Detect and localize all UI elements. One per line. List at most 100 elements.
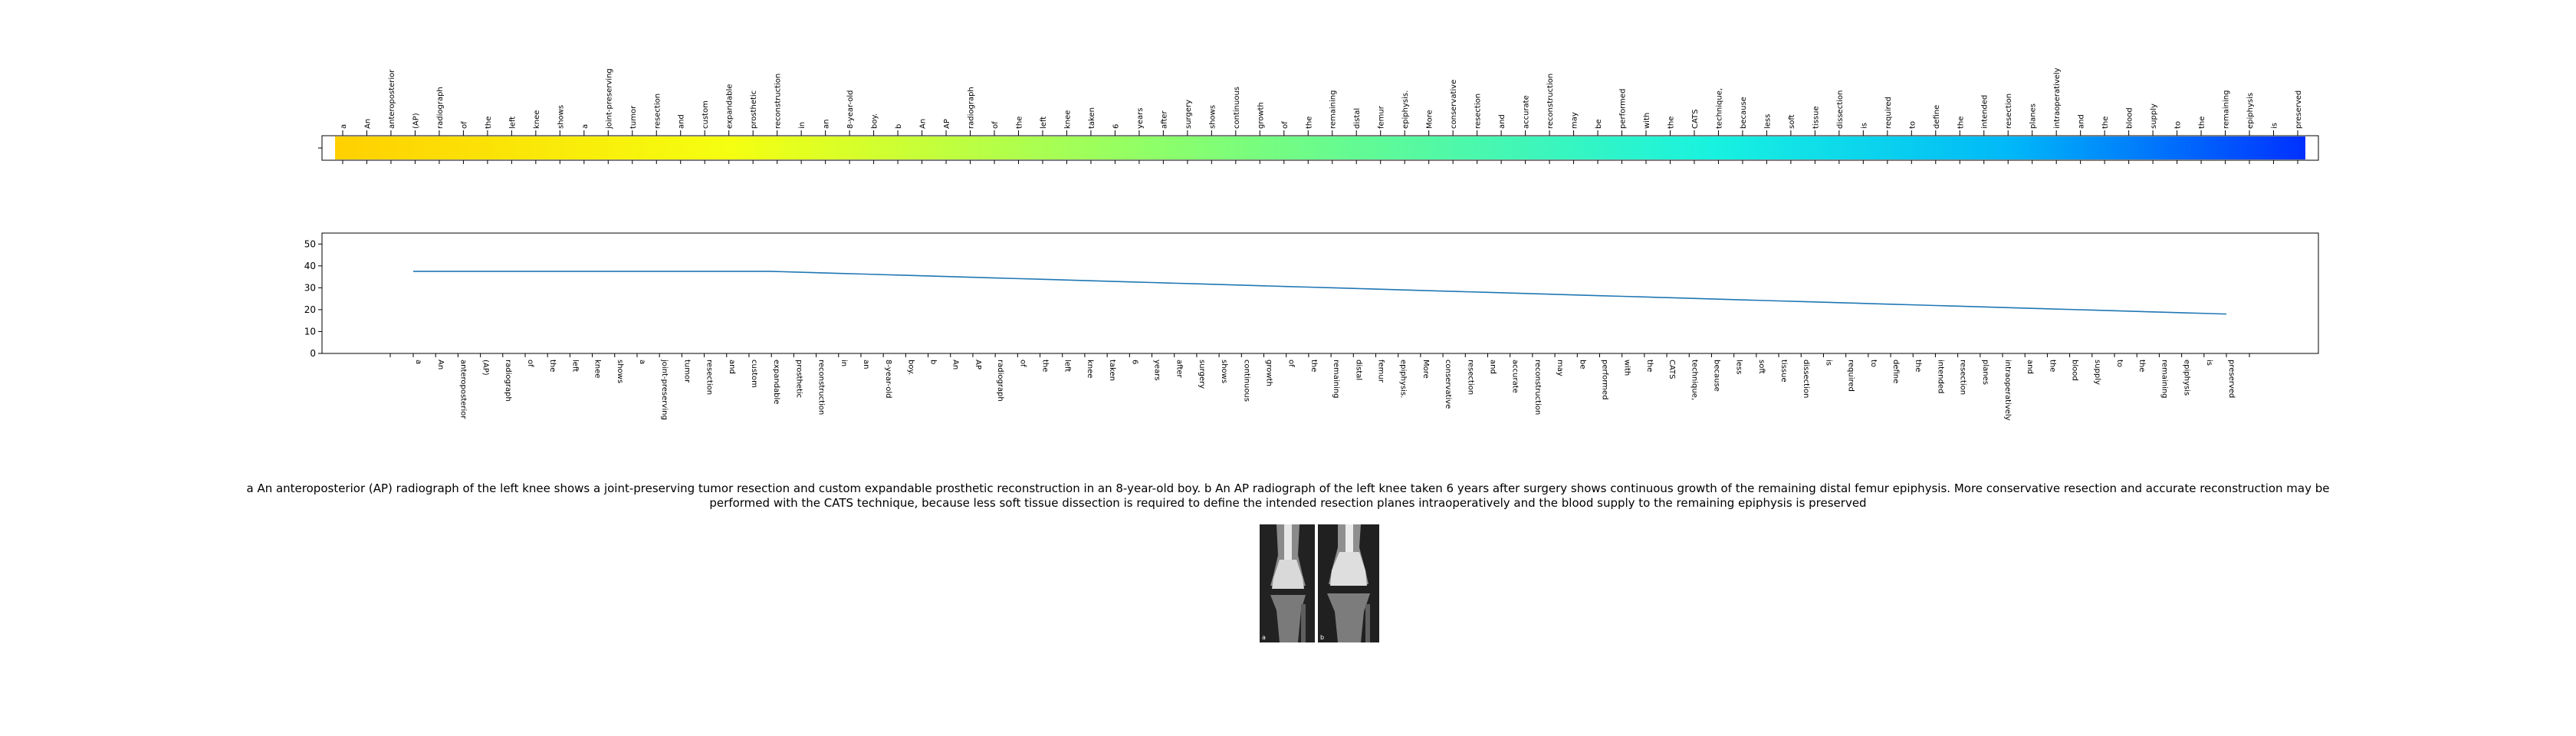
- line-token-label: epiphysis: [2183, 360, 2191, 396]
- panel-label-a: a: [1262, 634, 1266, 641]
- heatmap-token-label: left: [508, 117, 517, 129]
- line-token-label: to: [2115, 360, 2124, 367]
- line-token-label: supply: [2093, 360, 2101, 385]
- heatmap-token-label: surgery: [1184, 100, 1193, 129]
- heatmap-token-label: femur: [1378, 105, 1386, 129]
- line-token-label: less: [1735, 360, 1743, 374]
- heatmap-token-label: an: [823, 120, 831, 129]
- heatmap-token-label: prosthetic: [750, 90, 758, 129]
- line-token-label: the: [548, 360, 557, 372]
- heatmap-token-label: remaining: [1329, 90, 1338, 130]
- heatmap-token-label: knee: [1063, 110, 1072, 129]
- xray-a-graphic: a: [1260, 524, 1315, 642]
- line-token-label: a: [414, 360, 422, 364]
- line-token-label: CATS: [1668, 360, 1676, 380]
- line-token-label: blood: [2071, 360, 2079, 381]
- fibula-b: [1365, 604, 1370, 642]
- line-ytick-label: 40: [304, 261, 316, 271]
- heatmap-token-label: remaining: [2223, 90, 2231, 130]
- line-token-label: custom: [750, 360, 758, 388]
- line-token-label: An: [436, 360, 445, 370]
- heatmap-token-label: CATS: [1691, 109, 1700, 129]
- line-token-label: the: [1914, 360, 1922, 372]
- line-token-label: the: [2048, 360, 2056, 372]
- line-token-label: dissection: [1802, 360, 1810, 398]
- heatmap-token-label: and: [678, 114, 686, 129]
- fibula-a: [1301, 604, 1306, 642]
- line-token-label: and: [2026, 360, 2034, 374]
- line-token-label: tumor: [682, 360, 691, 383]
- line-token-label: define: [1891, 360, 1900, 383]
- heatmap-token-label: the: [1305, 117, 1313, 129]
- heatmap-token-label: reconstruction: [774, 74, 783, 129]
- heatmap-token-label: taken: [1088, 107, 1096, 129]
- heatmap-token-label: anteroposterior: [388, 69, 396, 129]
- line-token-label: performed: [1600, 360, 1608, 399]
- line-plot-frame: [321, 232, 2319, 354]
- heatmap-token-label: conservative: [1450, 80, 1458, 129]
- heatmap-token-label: knee: [533, 110, 541, 129]
- heatmap-token-label: and: [1498, 114, 1506, 129]
- line-token-label: of: [526, 360, 534, 367]
- heatmap-token-label: define: [1933, 105, 1941, 129]
- heatmap-token-label: the: [2198, 117, 2206, 129]
- line-token-label: and: [1488, 360, 1497, 374]
- heatmap-token-label: planes: [2029, 104, 2038, 129]
- line-token-label: femur: [1376, 360, 1385, 383]
- heatmap-token-label: to: [1908, 121, 1917, 129]
- line-token-label: distal: [1354, 360, 1362, 380]
- heatmap-token-label: joint-preserving: [605, 68, 613, 130]
- line-token-label: required: [1847, 360, 1855, 392]
- heatmap-token-label: may: [1571, 112, 1579, 129]
- heatmap-token-label: 6: [1112, 124, 1120, 129]
- line-token-label: in: [840, 360, 848, 366]
- heatmap-token-label: epiphysis.: [1401, 90, 1410, 129]
- line-token-label: the: [1645, 360, 1654, 372]
- heatmap-token-label: to: [2174, 121, 2183, 129]
- heatmap-token-label: resection: [653, 94, 662, 129]
- line-series: [413, 271, 2227, 315]
- heatmap-token-label: More: [1426, 110, 1434, 129]
- line-ytick-label: 50: [304, 238, 316, 249]
- line-token-label: of: [1018, 360, 1027, 367]
- line-token-label: soft: [1757, 360, 1766, 374]
- heatmap-token-label: b: [895, 124, 903, 129]
- line-ytick-label: 30: [304, 282, 316, 293]
- line-token-label: left: [570, 360, 579, 372]
- heatmap-token-label: with: [1643, 113, 1651, 129]
- heatmap-token-label: soft: [1788, 114, 1796, 129]
- line-ytick-label: 0: [310, 348, 316, 359]
- heatmap-xticks: [342, 130, 2298, 164]
- heatmap-token-label: the: [1957, 117, 1965, 129]
- heatmap-token-label: required: [1884, 97, 1893, 129]
- line-token-label: technique,: [1690, 360, 1698, 400]
- line-token-label: resection: [1959, 360, 1967, 395]
- line-token-label: shows: [616, 360, 624, 383]
- line-token-label: is: [1824, 360, 1832, 366]
- heatmap-token-label: blood: [2126, 107, 2134, 129]
- line-token-label: prosthetic: [794, 360, 803, 398]
- figure-caption: a An anteroposterior (AP) radiograph of …: [246, 481, 2330, 510]
- heatmap-token-label: and: [2078, 114, 2086, 129]
- heatmap-token-label: because: [1740, 97, 1748, 129]
- heatmap-token-label: An: [363, 119, 372, 129]
- xray-image-a: a: [1260, 524, 1315, 642]
- heatmap-token-label: performed: [1619, 89, 1628, 129]
- line-token-label: after: [1175, 360, 1184, 379]
- heatmap-token-label: dissection: [1836, 90, 1845, 129]
- line-token-label: AP: [974, 360, 982, 370]
- heatmap-token-label: a: [340, 124, 348, 129]
- line-token-label: radiograph: [504, 360, 512, 402]
- line-token-label: reconstruction: [1533, 360, 1542, 415]
- panel-label-b: b: [1320, 634, 1324, 641]
- line-token-labels: a An anteroposterior (AP) radiograph of the lef…: [414, 359, 2236, 421]
- line-token-label: tissue: [1779, 360, 1788, 383]
- heatmap-token-label: continuous: [1233, 87, 1241, 129]
- line-token-label: accurate: [1511, 360, 1520, 393]
- heatmap-token-label: radiograph: [436, 87, 445, 129]
- line-token-label: An: [951, 360, 960, 370]
- heatmap-token-label: shows: [557, 105, 565, 129]
- line-token-label: may: [1556, 360, 1564, 376]
- line-token-label: preserved: [2227, 360, 2236, 398]
- line-token-label: the: [1309, 360, 1318, 372]
